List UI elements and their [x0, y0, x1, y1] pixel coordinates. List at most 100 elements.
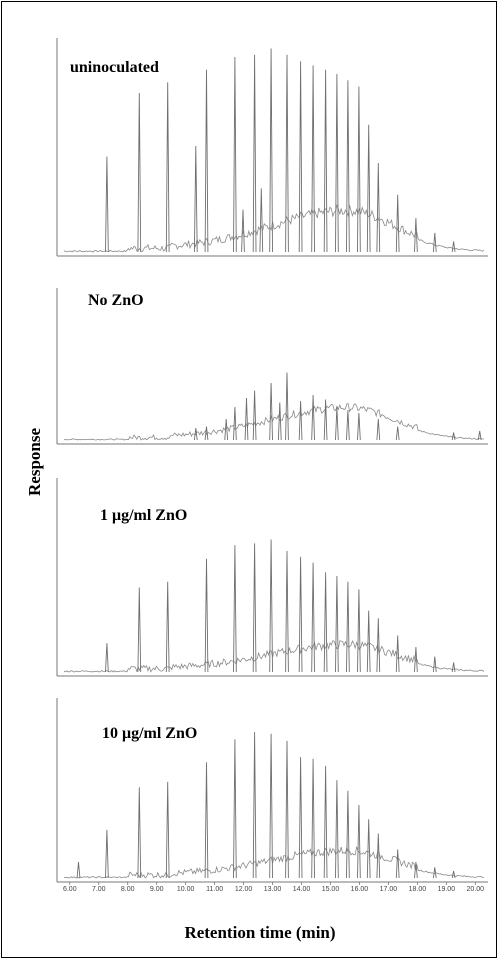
peak — [366, 610, 371, 673]
peak — [252, 54, 257, 253]
x-tick-label: 6.00 — [63, 886, 77, 893]
x-tick-label: 16.00 — [351, 886, 369, 893]
chromatogram-panel: uninoculated — [56, 38, 488, 257]
peak — [414, 646, 418, 673]
peak — [432, 867, 437, 879]
x-tick-label: 13.00 — [264, 886, 282, 893]
x-tick-label: 9.00 — [150, 886, 164, 893]
panel-label: 10 μg/ml ZnO — [102, 725, 197, 742]
peak — [477, 430, 482, 441]
peak — [395, 849, 400, 879]
peak — [252, 543, 257, 673]
peak — [233, 56, 237, 253]
peak — [323, 399, 328, 441]
peak — [376, 618, 381, 673]
peak — [395, 635, 400, 673]
peak — [285, 372, 289, 441]
peak — [346, 581, 350, 673]
peak — [414, 218, 418, 253]
panel-label: No ZnO — [88, 292, 144, 309]
peak — [165, 781, 170, 879]
peak — [323, 69, 328, 253]
peak — [451, 241, 456, 253]
peak — [277, 402, 282, 441]
peak — [346, 409, 350, 441]
x-tick-label: 15.00 — [322, 886, 340, 893]
peak — [376, 418, 381, 441]
peak — [285, 54, 289, 253]
x-tick-label: 7.00 — [92, 886, 106, 893]
peak — [165, 581, 170, 673]
peak — [204, 426, 209, 441]
x-tick-label: 8.00 — [121, 886, 135, 893]
peak — [285, 550, 289, 673]
peak — [204, 558, 209, 673]
peak — [357, 804, 361, 879]
trace-baseline — [63, 403, 484, 441]
peak — [204, 762, 209, 879]
peak — [311, 394, 315, 441]
peak — [298, 400, 303, 441]
peak — [357, 86, 361, 253]
peak — [357, 412, 361, 441]
peak — [285, 740, 289, 879]
peak — [269, 539, 273, 673]
chromatogram-panel: 1 μg/ml ZnO — [56, 478, 488, 677]
peak — [252, 731, 257, 879]
trace-baseline — [63, 846, 485, 879]
x-tick-label: 18.00 — [409, 886, 427, 893]
peak — [224, 418, 229, 441]
peak — [105, 643, 109, 673]
peak — [451, 870, 456, 879]
peak — [311, 562, 315, 673]
peak — [269, 48, 273, 253]
peak — [395, 426, 400, 441]
peak — [137, 587, 142, 673]
x-tick-label: 20.00 — [467, 886, 485, 893]
peak — [311, 65, 315, 253]
peak — [335, 780, 339, 879]
peak — [233, 406, 237, 441]
peak — [269, 382, 273, 441]
trace-baseline — [63, 640, 485, 673]
peak — [105, 156, 109, 253]
panel-label: uninoculated — [70, 59, 159, 76]
chromatogram-panel: 10 μg/ml ZnO — [56, 698, 488, 883]
x-tick-label: 10.00 — [177, 886, 195, 893]
x-tick-label: 11.00 — [206, 886, 223, 893]
peak — [165, 82, 170, 253]
peak — [323, 572, 328, 673]
x-tick-label: 12.00 — [235, 886, 253, 893]
peak — [335, 575, 339, 673]
peak — [105, 829, 109, 879]
peak — [346, 80, 350, 253]
trace-baseline — [63, 203, 485, 253]
peak — [298, 756, 303, 879]
peak — [346, 790, 350, 879]
peak — [366, 124, 371, 253]
peak — [376, 162, 381, 253]
peak — [241, 209, 245, 253]
x-tick-label: 19.00 — [438, 886, 456, 893]
x-tick-label: 17.00 — [380, 886, 398, 893]
x-axis-label: Retention time (min) — [184, 923, 335, 942]
peak — [414, 861, 418, 879]
peak — [193, 427, 198, 441]
peak — [432, 232, 437, 253]
peak — [451, 432, 456, 441]
x-tick-label: 14.00 — [293, 886, 311, 893]
peak — [137, 92, 142, 253]
peak — [252, 390, 257, 441]
peak — [335, 73, 339, 253]
peak — [233, 739, 237, 879]
peak — [137, 787, 142, 879]
peak — [335, 406, 339, 441]
peak — [298, 61, 303, 253]
peak — [76, 861, 81, 879]
peak — [204, 69, 209, 253]
peak — [357, 589, 361, 673]
y-axis-label: Response — [25, 428, 44, 496]
peak — [298, 556, 303, 673]
